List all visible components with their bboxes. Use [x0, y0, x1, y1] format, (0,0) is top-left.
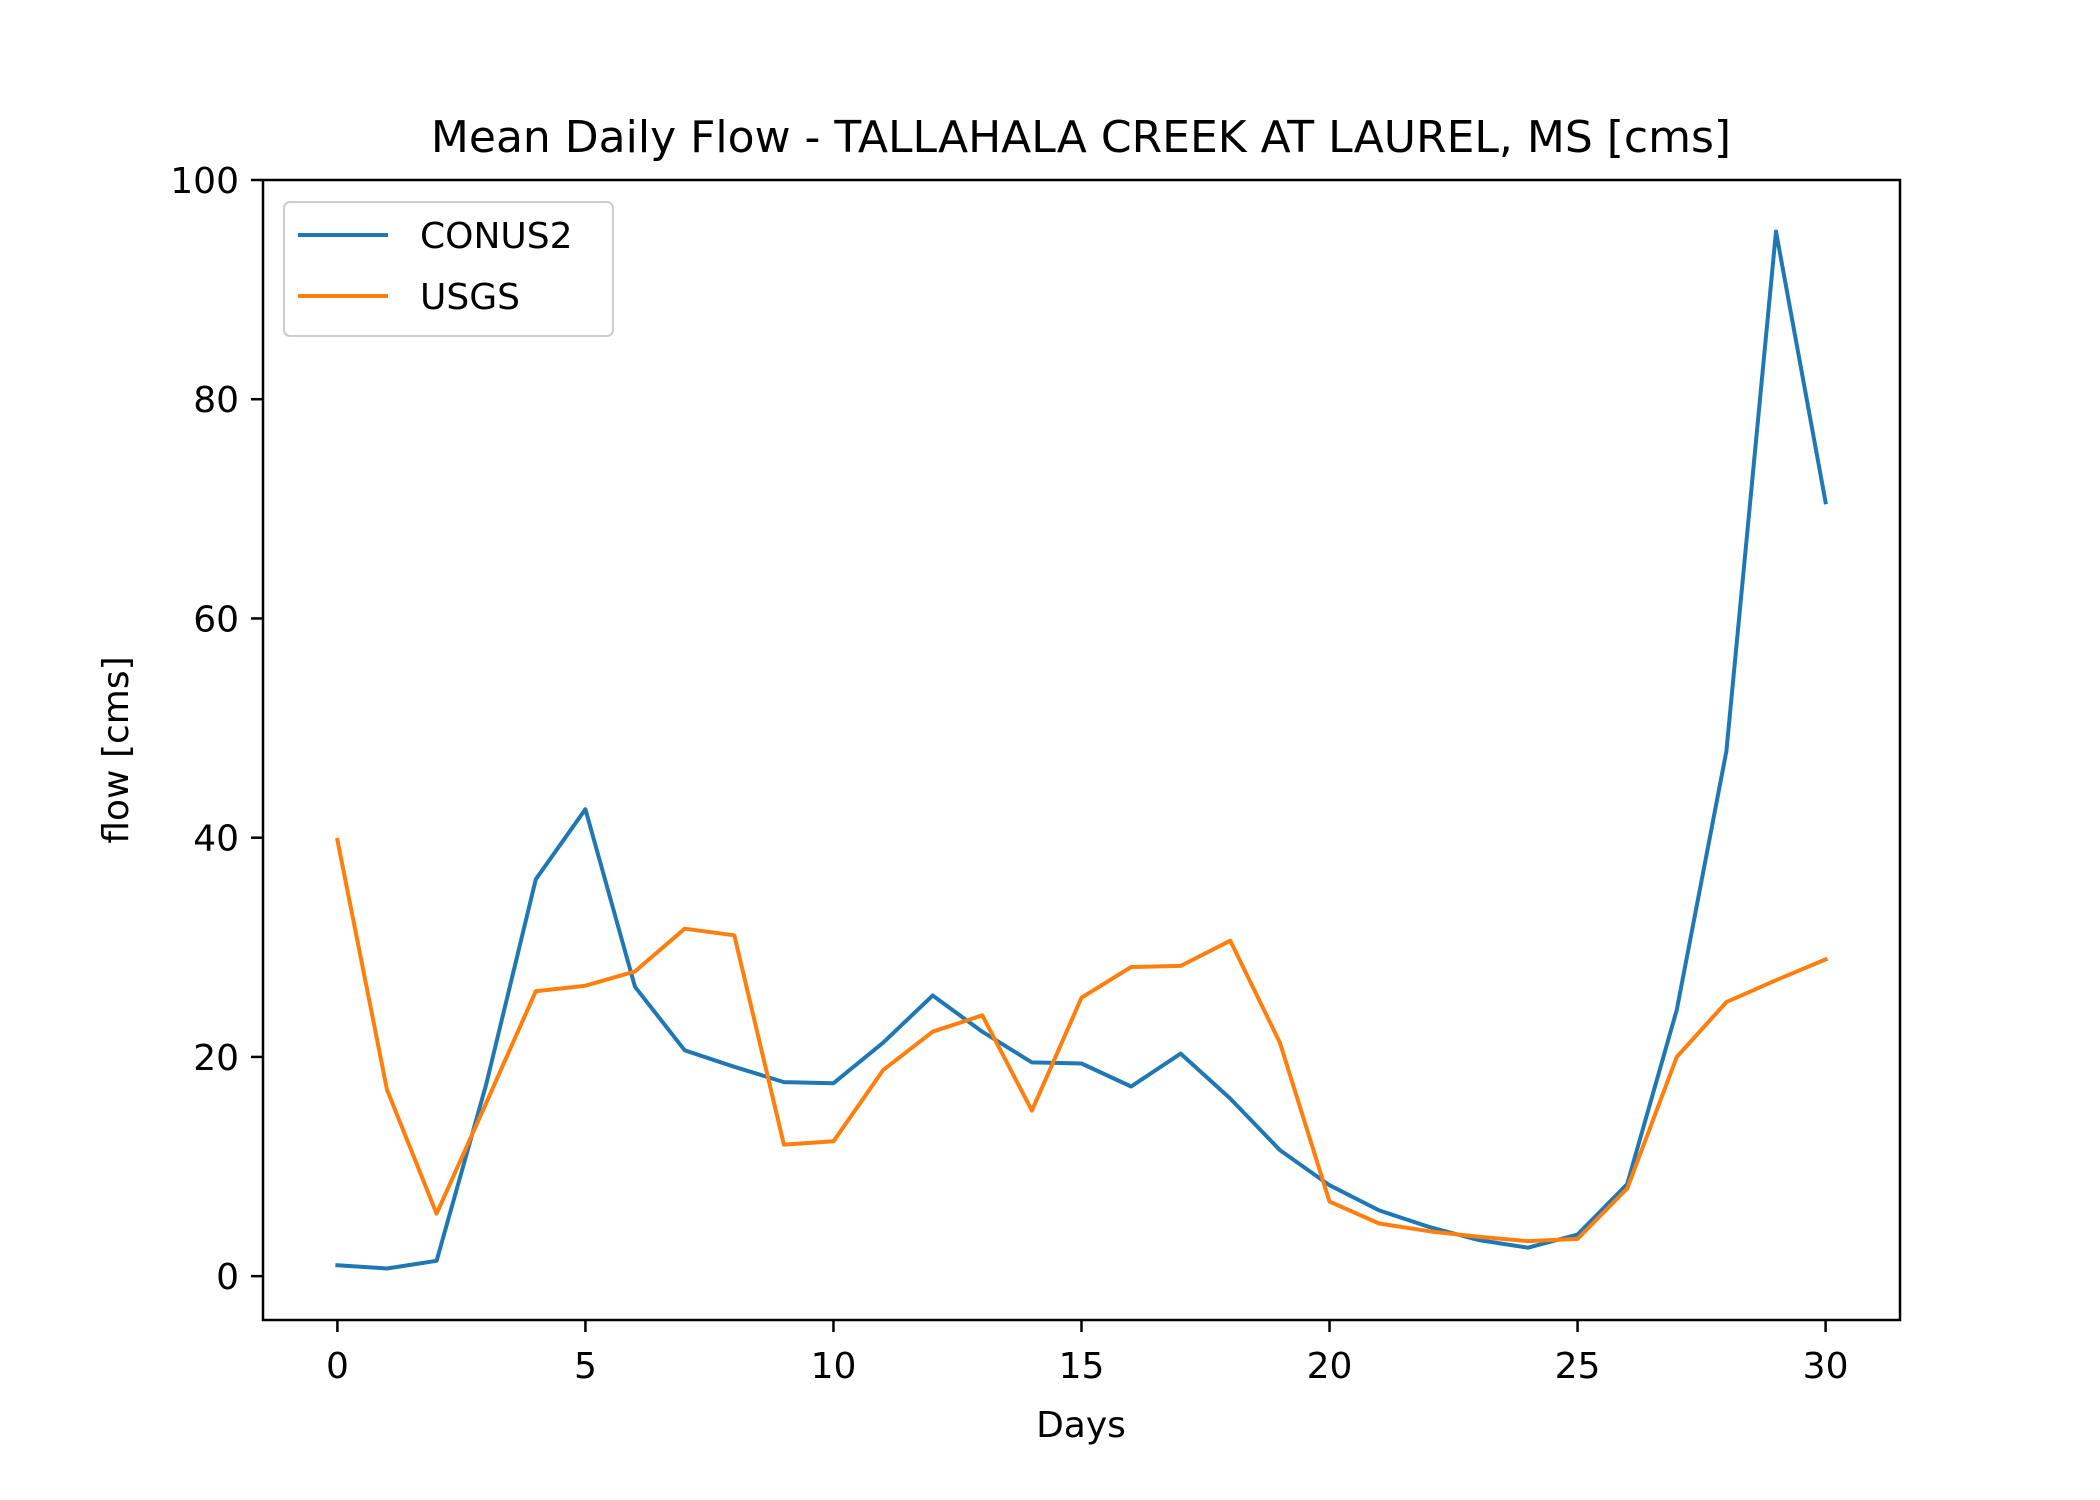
- y-axis: 0 20 40 60 80 100: [170, 161, 263, 1298]
- series-line-usgs: [335, 837, 1829, 1244]
- x-axis-label: Days: [1036, 1405, 1126, 1446]
- legend: CONUS2 USGS: [283, 201, 614, 337]
- y-axis-label: flow [cms]: [96, 656, 137, 843]
- y-tick-label: 40: [193, 819, 239, 860]
- chart-title: Mean Daily Flow - TALLAHALA CREEK AT LAU…: [431, 112, 1731, 163]
- y-tick-label: 0: [216, 1257, 239, 1298]
- x-tick-label: 15: [1059, 1346, 1105, 1387]
- y-tick-label: 100: [170, 161, 239, 202]
- x-tick-label: 20: [1307, 1346, 1353, 1387]
- series-layer: [335, 229, 1829, 1271]
- y-tick-label: 80: [193, 380, 239, 421]
- x-tick-label: 10: [811, 1346, 857, 1387]
- x-tick-label: 25: [1555, 1346, 1601, 1387]
- y-tick-label: 60: [193, 599, 239, 640]
- x-tick-label: 0: [326, 1346, 349, 1387]
- series-line-conus2: [335, 229, 1828, 1271]
- plot-frame: [261, 178, 1902, 1322]
- y-tick-label: 20: [193, 1038, 239, 1079]
- x-tick-label: 5: [574, 1346, 597, 1387]
- x-tick-label: 30: [1803, 1346, 1849, 1387]
- legend-label-usgs: USGS: [420, 277, 520, 318]
- legend-label-conus2: CONUS2: [420, 216, 573, 257]
- x-axis: 0 5 10 15 20 25 30: [326, 1320, 1849, 1387]
